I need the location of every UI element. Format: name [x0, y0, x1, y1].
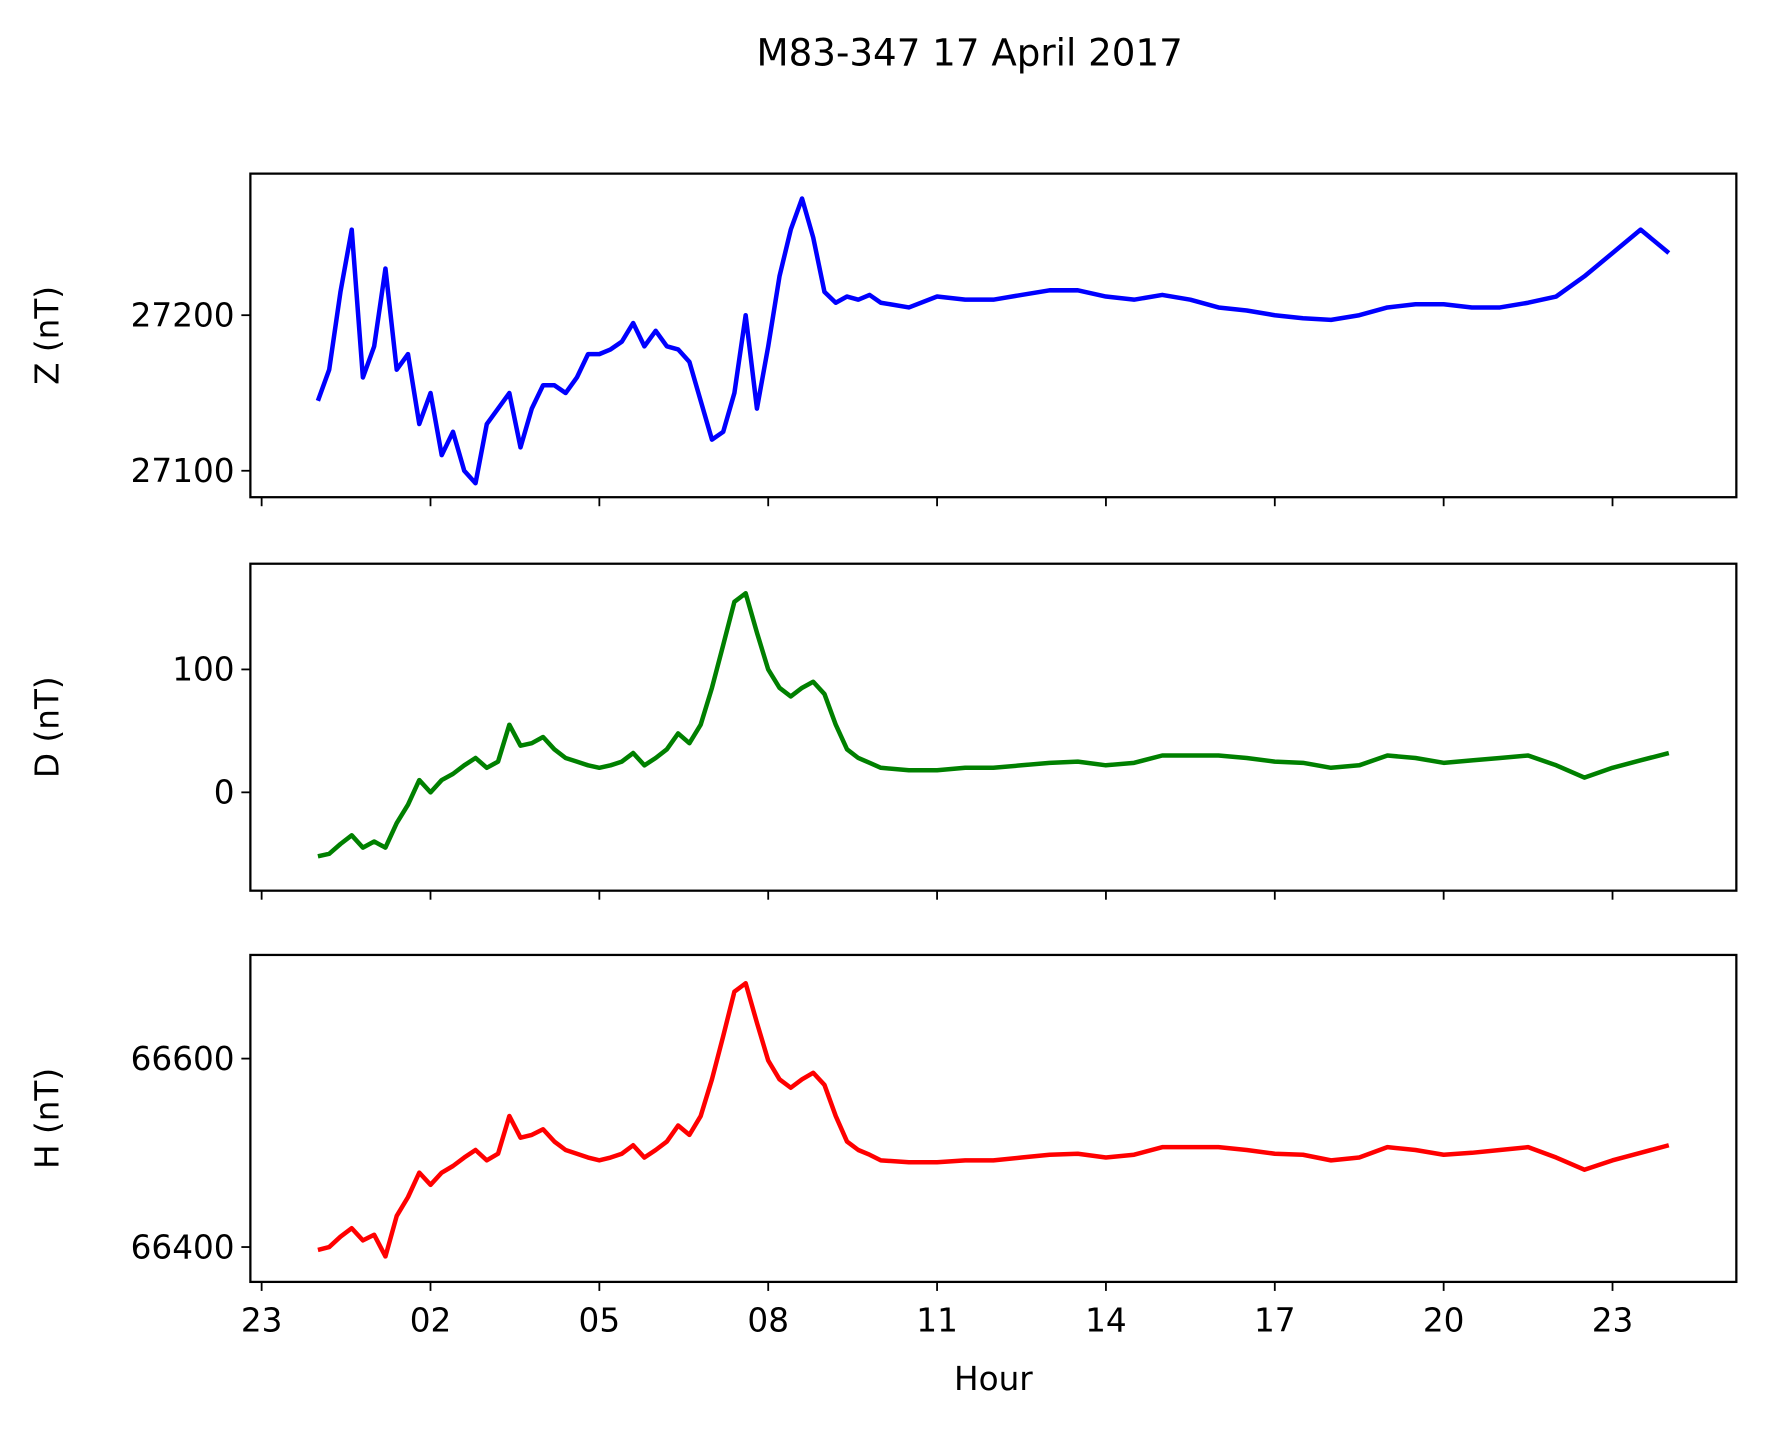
data-line [315, 196, 1671, 486]
x-tick-label: 05 [579, 1302, 621, 1340]
y-axis-label: Z (nT) [29, 286, 67, 385]
y-axis-label: H (nT) [29, 1068, 67, 1169]
figure-title: M83-347 17 April 2017 [757, 30, 1183, 74]
x-tick-label: 08 [747, 1302, 789, 1340]
x-tick-label: 11 [916, 1302, 958, 1340]
axes-frame [249, 562, 1738, 892]
data-line [317, 591, 1670, 859]
axes-frame [249, 953, 1738, 1284]
y-tick-label: 27200 [131, 296, 235, 334]
axes-frame [249, 172, 1738, 499]
y-axis-label: D (nT) [29, 676, 67, 778]
x-tick-label: 17 [1254, 1302, 1296, 1340]
y-tick-label: 0 [214, 774, 235, 812]
y-tick-label: 66600 [131, 1040, 235, 1078]
data-line [317, 980, 1670, 1259]
y-tick-label: 27100 [131, 452, 235, 490]
x-axis-label: Hour [954, 1360, 1033, 1398]
x-tick-label: 20 [1423, 1302, 1465, 1340]
y-tick-label: 100 [172, 651, 234, 689]
x-tick-label: 23 [1592, 1302, 1634, 1340]
y-tick-label: 66400 [131, 1228, 235, 1266]
x-tick-label: 23 [241, 1302, 283, 1340]
x-tick-label: 14 [1085, 1302, 1127, 1340]
x-tick-label: 02 [410, 1302, 452, 1340]
